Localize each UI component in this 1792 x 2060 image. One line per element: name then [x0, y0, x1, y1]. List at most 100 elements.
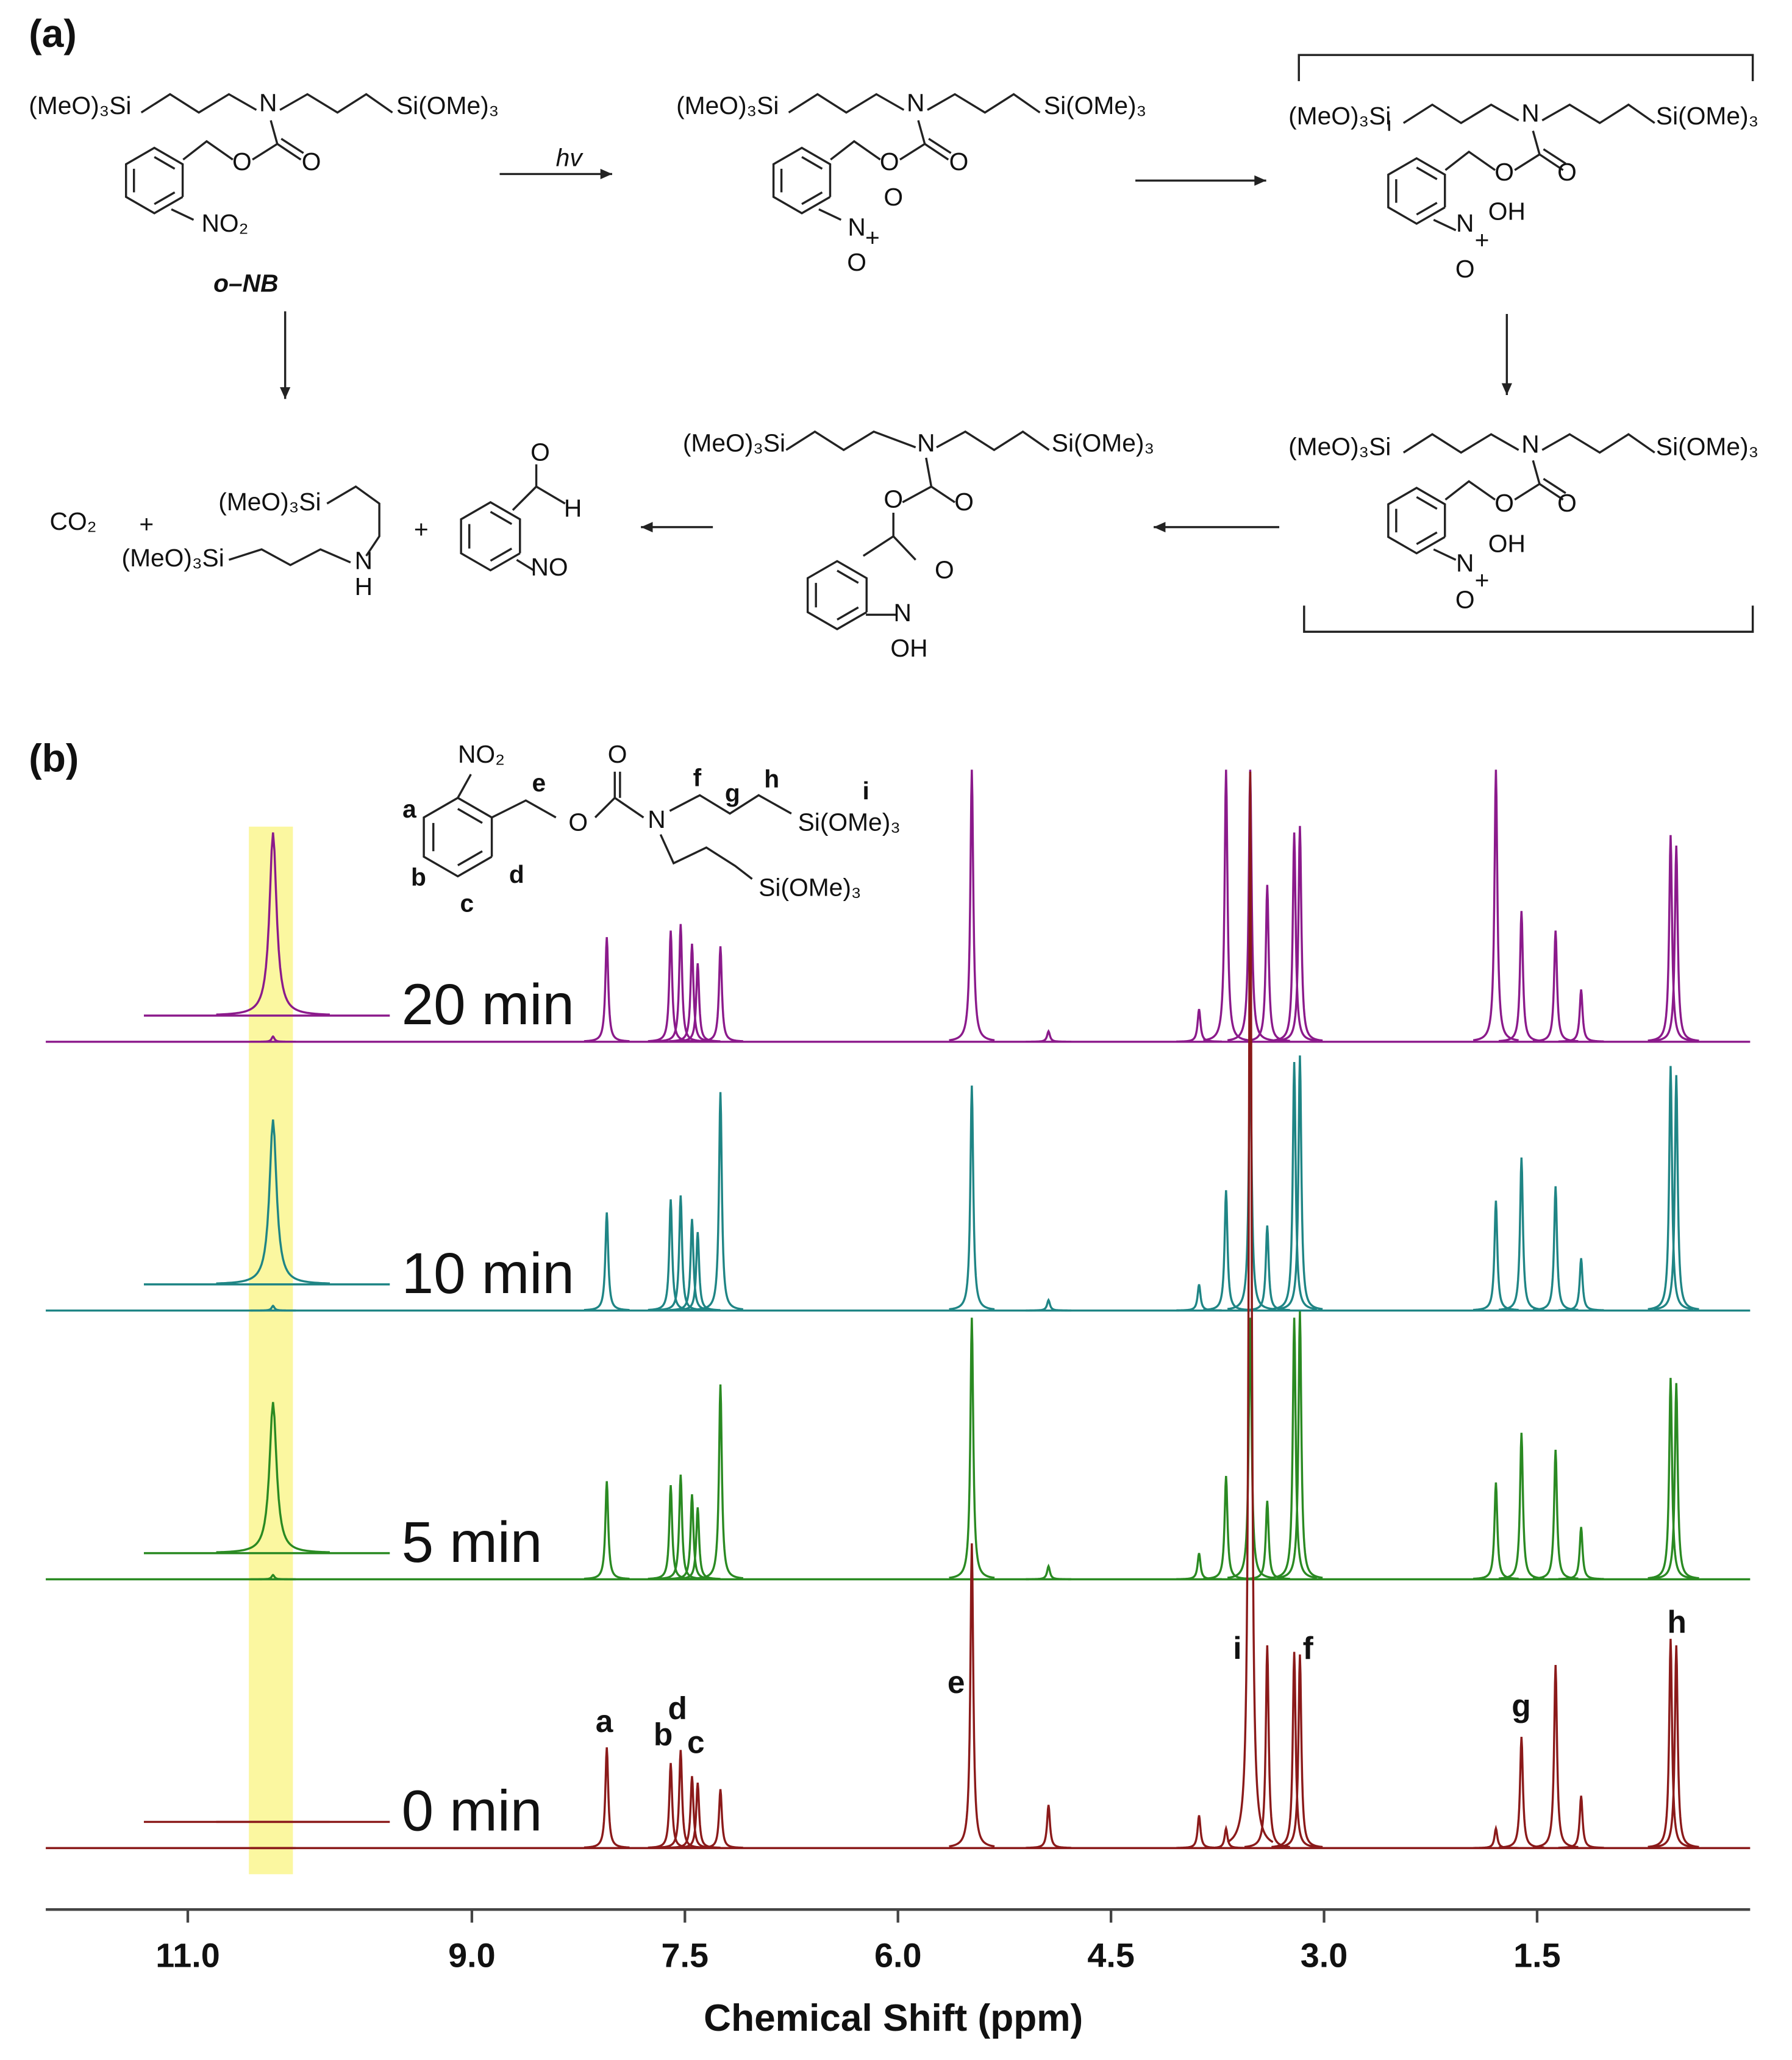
ring — [124, 146, 184, 215]
peak — [1653, 1075, 1699, 1311]
peak — [1277, 1055, 1323, 1311]
peak — [698, 1092, 744, 1311]
peak-annotation: g — [1512, 1688, 1530, 1723]
scheme-label: OH — [1488, 198, 1526, 226]
ring-bond — [1416, 166, 1438, 180]
ring-bond — [1416, 496, 1438, 510]
peak — [949, 1085, 995, 1311]
peak — [1647, 1378, 1694, 1580]
ring — [1387, 486, 1446, 555]
peak — [1473, 1200, 1519, 1311]
peak — [1203, 1190, 1249, 1311]
bond — [927, 93, 1041, 114]
bond — [457, 774, 472, 799]
ring-bond — [490, 511, 513, 526]
ring-bond — [1416, 202, 1438, 216]
peak — [657, 1474, 704, 1580]
ring-bond — [457, 808, 483, 824]
scheme-label: + — [139, 510, 154, 538]
structure-label: d — [509, 860, 524, 888]
scheme-label: + — [1475, 226, 1490, 254]
bond — [594, 797, 616, 819]
scheme-label: H — [355, 572, 373, 601]
bond — [512, 464, 538, 511]
ring-bond — [837, 569, 859, 584]
scheme-label: Si(OMe)₃ — [396, 91, 499, 119]
bond — [1532, 130, 1541, 155]
peak — [648, 1484, 694, 1580]
bond — [818, 208, 842, 221]
scheme-label: + — [414, 515, 429, 543]
peak — [949, 1317, 995, 1579]
scheme-label: Si(OMe)₃ — [1052, 429, 1154, 457]
peak — [1026, 1805, 1071, 1849]
peak-annotation: c — [687, 1724, 705, 1759]
x-tick-label: 11.0 — [155, 1936, 220, 1974]
scheme-label: O — [880, 148, 899, 176]
series-label: 10 min — [402, 1242, 574, 1306]
bond — [1402, 103, 1519, 124]
scheme-label: Si(OMe)₃ — [1044, 91, 1146, 119]
bond — [924, 143, 949, 161]
bond — [930, 485, 955, 504]
peak — [1647, 1639, 1694, 1848]
scheme-label: (MeO)₃Si — [122, 544, 224, 572]
scheme-label: OH — [1488, 529, 1526, 557]
x-tick-label: 6.0 — [874, 1936, 922, 1974]
peak — [698, 1384, 744, 1580]
peak — [1227, 1317, 1273, 1579]
peak — [1558, 1795, 1604, 1849]
ring — [460, 501, 521, 572]
bond — [228, 548, 351, 566]
bond — [1433, 548, 1457, 561]
scheme-label: O — [954, 488, 974, 516]
bond — [862, 535, 894, 557]
peak — [1227, 769, 1273, 1042]
arrow-head — [280, 387, 291, 399]
peak — [657, 1195, 704, 1311]
bond — [1543, 148, 1566, 165]
peak — [584, 1747, 630, 1849]
scheme-label: O — [1557, 489, 1577, 517]
bond — [491, 799, 557, 819]
scheme-label: O — [847, 248, 866, 276]
peak — [1647, 1066, 1694, 1311]
inset-peak — [216, 1402, 330, 1553]
scheme-label: (MeO)₃Si — [29, 91, 131, 119]
series-label: 20 min — [402, 973, 574, 1037]
ring-bond — [154, 156, 176, 170]
ring — [806, 560, 868, 630]
scheme-label: (MeO)₃Si — [218, 488, 321, 516]
structure-label: c — [460, 889, 474, 917]
scheme-label: N — [917, 429, 935, 457]
peak — [1498, 1433, 1544, 1580]
scheme-label: hv — [556, 144, 584, 172]
scheme-label: CO₂ — [50, 507, 97, 535]
bond — [788, 93, 905, 114]
scheme-label: O — [232, 148, 252, 176]
scheme-label: N — [907, 88, 924, 116]
structure-label: O — [608, 740, 627, 768]
scheme-label: O — [1494, 489, 1514, 517]
scheme-label: O — [884, 183, 903, 211]
peak — [648, 930, 694, 1042]
structure-label: Si(OMe)₃ — [759, 874, 861, 902]
bond — [936, 430, 1050, 452]
bond — [1541, 433, 1655, 454]
bond — [899, 143, 926, 161]
bond — [140, 93, 257, 114]
peak — [1532, 1186, 1579, 1311]
ring-bond — [1416, 531, 1438, 546]
structure-label: f — [693, 763, 702, 791]
peak-annotation: f — [1303, 1630, 1314, 1666]
bond — [1514, 483, 1540, 501]
ring-bond — [801, 156, 823, 170]
peak — [949, 769, 995, 1042]
scheme-label: H — [564, 494, 582, 522]
peak — [1532, 1664, 1579, 1848]
peak-annotation: i — [1233, 1630, 1241, 1666]
arrow-head — [600, 168, 612, 180]
scheme-label: O — [1557, 158, 1577, 186]
structure-label: b — [411, 863, 426, 891]
x-axis-title: Chemical Shift (ppm) — [704, 1997, 1083, 2039]
